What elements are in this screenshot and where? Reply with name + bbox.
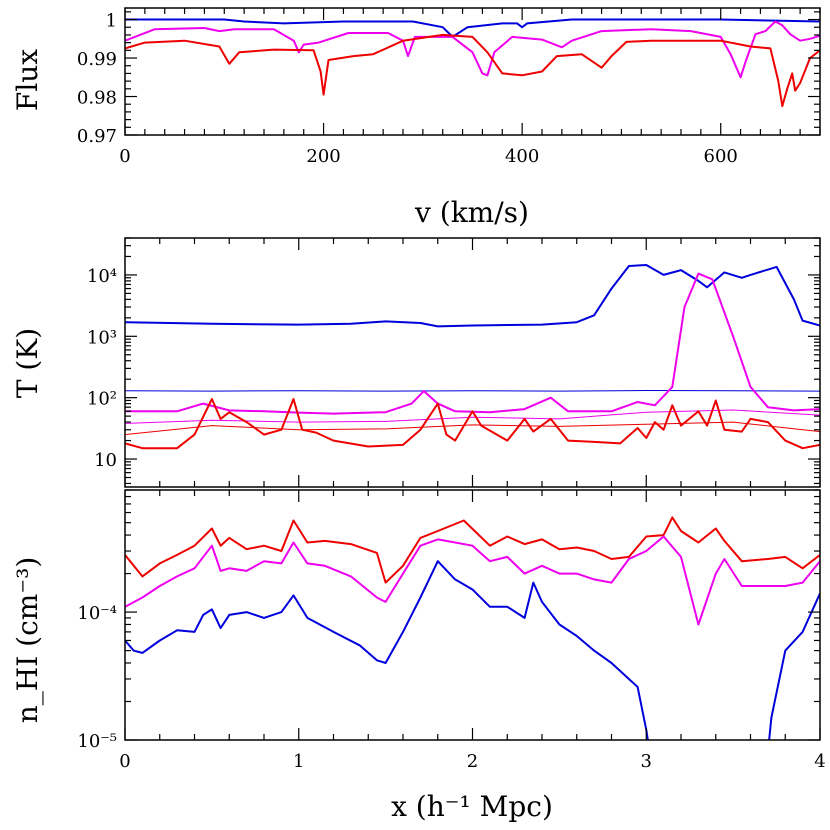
series-blue-line	[125, 18, 820, 38]
y-axis-label-flux: Flux	[11, 49, 44, 111]
plot-area	[125, 18, 820, 108]
y-tick-label: 0.99	[77, 49, 117, 70]
series-red-thin-line	[125, 421, 820, 436]
series-blue-line	[125, 560, 820, 740]
series-red-line	[125, 398, 820, 450]
y-tick-label: 10	[94, 450, 117, 471]
plot-frame	[124, 7, 821, 136]
x-tick-label: 200	[306, 146, 340, 167]
y-tick-label: 10³	[87, 327, 117, 348]
x-tick-label: 400	[505, 146, 539, 167]
series-magenta-line	[125, 272, 820, 415]
x-tick-label: 2	[467, 751, 478, 772]
series-blue-thin-line	[125, 390, 820, 392]
x-tick-label: 0	[119, 751, 130, 772]
y-tick-label: 10⁴	[87, 266, 117, 287]
y-tick-label: 10⁻⁵	[77, 731, 117, 752]
series-magenta-line	[125, 535, 820, 626]
y-tick-label: 0.97	[77, 126, 117, 147]
plot-frame	[124, 237, 821, 488]
y-tick-label: 10²	[87, 389, 117, 410]
x-axis-label-position: x (h⁻¹ Mpc)	[391, 790, 553, 823]
x-tick-label: 4	[814, 751, 825, 772]
series-magenta-line	[125, 20, 820, 79]
y-tick-label: 1	[106, 11, 117, 32]
y-tick-label: 10⁻⁴	[77, 603, 117, 624]
x-tick-label: 3	[641, 751, 652, 772]
series-red-line	[125, 516, 820, 584]
panel-flux: 0 200 400 600 0.97 0.98 0.99 1	[77, 7, 821, 167]
panel-hi-density: 0 1 2 3 4 10⁻⁵ 10⁻⁴	[77, 489, 826, 772]
plot-area	[125, 264, 820, 450]
plot-area	[125, 516, 820, 740]
panel-temperature: 10 10² 10³ 10⁴	[87, 237, 821, 488]
x-axis-label-velocity: v (km/s)	[414, 196, 529, 229]
y-axis-label-temperature: T (K)	[11, 328, 44, 398]
x-tick-label: 1	[293, 751, 304, 772]
x-tick-label: 600	[704, 146, 738, 167]
series-blue-line	[125, 264, 820, 328]
series-red-line	[125, 33, 820, 108]
y-axis-label-hi-density: n_HI (cm⁻³)	[11, 557, 44, 724]
series-magenta-thin-line	[125, 409, 820, 424]
x-tick-label: 0	[119, 146, 130, 167]
y-tick-label: 0.98	[77, 88, 117, 109]
